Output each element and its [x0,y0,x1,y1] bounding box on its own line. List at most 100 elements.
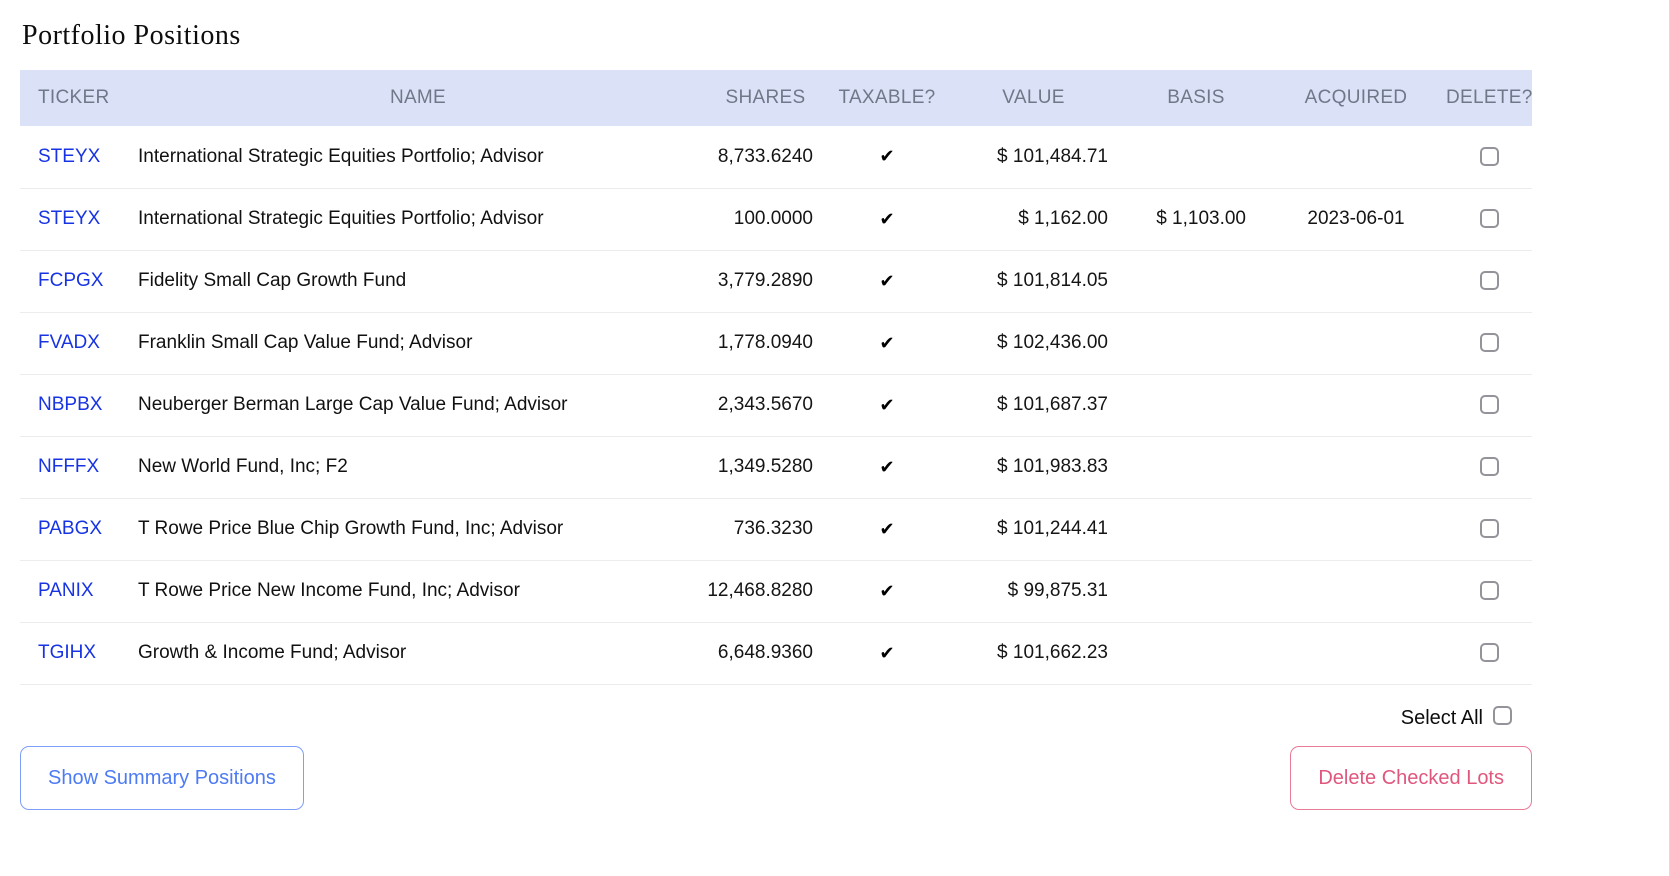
value-amount: $ 101,244.41 [941,498,1126,561]
basis-amount: $ 1,103.00 [1126,188,1266,251]
acquired-date [1266,250,1446,313]
ticker-link[interactable]: FVADX [38,332,100,353]
acquired-date [1266,374,1446,437]
fund-name: International Strategic Equities Portfol… [138,126,698,189]
basis-amount [1126,250,1266,313]
taxable-checkmark-icon: ✔ [833,312,941,375]
fund-name: Fidelity Small Cap Growth Fund [138,250,698,313]
acquired-date [1266,560,1446,623]
ticker-link[interactable]: STEYX [38,208,101,229]
column-header-acquired: ACQUIRED [1266,70,1446,126]
select-all-checkbox[interactable] [1493,705,1512,725]
taxable-checkmark-icon: ✔ [833,126,941,189]
column-header-ticker: TICKER [20,70,138,126]
page-title: Portfolio Positions [22,20,241,51]
basis-amount [1126,622,1266,685]
acquired-date [1266,126,1446,189]
shares-value: 12,468.8280 [698,560,833,623]
table-row: STEYX International Strategic Equities P… [20,126,1532,189]
table-row: PANIX T Rowe Price New Income Fund, Inc;… [20,560,1532,623]
delete-lot-checkbox[interactable] [1479,209,1499,229]
select-all-row: Select All [0,705,1512,730]
delete-lot-checkbox[interactable] [1479,643,1499,663]
fund-name: International Strategic Equities Portfol… [138,188,698,251]
value-amount: $ 102,436.00 [941,312,1126,375]
acquired-date [1266,312,1446,375]
ticker-link[interactable]: NFFFX [38,456,100,477]
acquired-date [1266,436,1446,499]
fund-name: Franklin Small Cap Value Fund; Advisor [138,312,698,375]
delete-lot-checkbox[interactable] [1479,519,1499,539]
acquired-date: 2023-06-01 [1266,188,1446,251]
taxable-checkmark-icon: ✔ [833,188,941,251]
value-amount: $ 101,484.71 [941,126,1126,189]
taxable-checkmark-icon: ✔ [833,622,941,685]
table-row: FCPGX Fidelity Small Cap Growth Fund 3,7… [20,250,1532,313]
delete-lot-checkbox[interactable] [1479,333,1499,353]
basis-amount [1126,374,1266,437]
ticker-link[interactable]: PANIX [38,580,94,601]
shares-value: 736.3230 [698,498,833,561]
delete-checked-lots-button[interactable]: Delete Checked Lots [1290,745,1532,810]
shares-value: 1,778.0940 [698,312,833,375]
table-header-row: TICKER NAME SHARES TAXABLE? VALUE BASIS … [20,70,1532,126]
acquired-date [1266,498,1446,561]
basis-amount [1126,560,1266,623]
shares-value: 3,779.2890 [698,250,833,313]
basis-amount [1126,312,1266,375]
column-header-value: VALUE [941,70,1126,126]
shares-value: 2,343.5670 [698,374,833,437]
table-row: NFFFX New World Fund, Inc; F2 1,349.5280… [20,436,1532,499]
delete-lot-checkbox[interactable] [1479,581,1499,601]
value-amount: $ 99,875.31 [941,560,1126,623]
delete-lot-checkbox[interactable] [1479,457,1499,477]
ticker-link[interactable]: FCPGX [38,270,104,291]
basis-amount [1126,436,1266,499]
shares-value: 6,648.9360 [698,622,833,685]
fund-name: Neuberger Berman Large Cap Value Fund; A… [138,374,698,437]
taxable-checkmark-icon: ✔ [833,498,941,561]
footer-buttons-row: Show Summary Positions Delete Checked Lo… [20,745,1532,810]
table-body: STEYX International Strategic Equities P… [20,126,1532,685]
basis-amount [1126,498,1266,561]
basis-amount [1126,126,1266,189]
delete-lot-checkbox[interactable] [1479,147,1499,167]
value-amount: $ 1,162.00 [941,188,1126,251]
positions-table: TICKER NAME SHARES TAXABLE? VALUE BASIS … [20,70,1532,685]
fund-name: T Rowe Price New Income Fund, Inc; Advis… [138,560,698,623]
taxable-checkmark-icon: ✔ [833,560,941,623]
table-row: STEYX International Strategic Equities P… [20,188,1532,251]
show-summary-positions-button[interactable]: Show Summary Positions [20,745,304,810]
taxable-checkmark-icon: ✔ [833,374,941,437]
column-header-name: NAME [138,70,698,126]
value-amount: $ 101,687.37 [941,374,1126,437]
column-header-shares: SHARES [698,70,833,126]
ticker-link[interactable]: TGIHX [38,642,97,663]
delete-lot-checkbox[interactable] [1479,271,1499,291]
ticker-link[interactable]: PABGX [38,518,103,539]
taxable-checkmark-icon: ✔ [833,436,941,499]
acquired-date [1266,622,1446,685]
positions-table-container: TICKER NAME SHARES TAXABLE? VALUE BASIS … [20,70,1532,685]
table-row: PABGX T Rowe Price Blue Chip Growth Fund… [20,498,1532,561]
column-header-taxable: TAXABLE? [833,70,941,126]
fund-name: T Rowe Price Blue Chip Growth Fund, Inc;… [138,498,698,561]
fund-name: Growth & Income Fund; Advisor [138,622,698,685]
shares-value: 100.0000 [698,188,833,251]
fund-name: New World Fund, Inc; F2 [138,436,698,499]
taxable-checkmark-icon: ✔ [833,250,941,313]
table-row: NBPBX Neuberger Berman Large Cap Value F… [20,374,1532,437]
table-row: TGIHX Growth & Income Fund; Advisor 6,64… [20,622,1532,685]
ticker-link[interactable]: STEYX [38,145,101,167]
shares-value: 8,733.6240 [698,126,833,189]
ticker-link[interactable]: NBPBX [38,394,103,415]
select-all-label: Select All [1400,706,1483,729]
value-amount: $ 101,983.83 [941,436,1126,499]
column-header-basis: BASIS [1126,70,1266,126]
table-row: FVADX Franklin Small Cap Value Fund; Adv… [20,312,1532,375]
value-amount: $ 101,662.23 [941,622,1126,685]
shares-value: 1,349.5280 [698,436,833,499]
value-amount: $ 101,814.05 [941,250,1126,313]
delete-lot-checkbox[interactable] [1479,395,1499,415]
